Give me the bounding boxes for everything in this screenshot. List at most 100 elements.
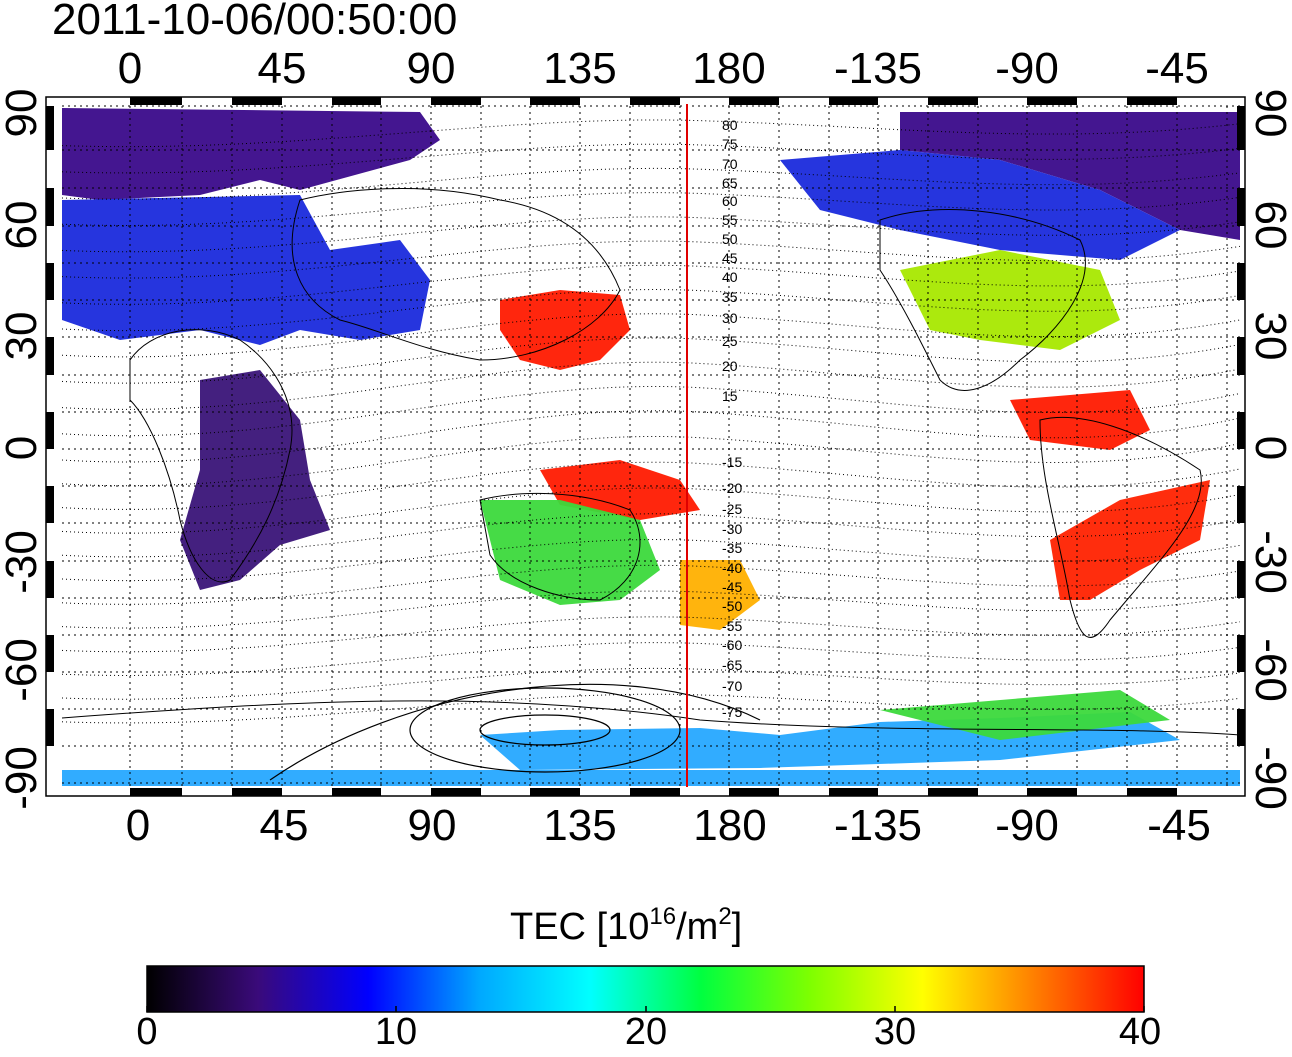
mlat-label: -55: [722, 618, 743, 634]
lat-tick-right: 90: [1246, 88, 1292, 138]
mlat-contour: [62, 590, 1240, 629]
timestamp-title: 2011-10-06/00:50:00: [52, 0, 458, 44]
frame-tick-top: [130, 97, 182, 105]
mlat-pole-contour: [269, 683, 761, 781]
mlat-label: 75: [722, 136, 738, 152]
mlat-contour: [62, 313, 1240, 358]
frame-tick-right: [1237, 188, 1245, 226]
frame-tick-top: [332, 97, 381, 105]
frame-tick-right: [1237, 337, 1245, 375]
frame-tick-top: [1127, 97, 1177, 105]
frame-tick-left: [46, 263, 54, 300]
frame-tick-right: [1237, 561, 1245, 598]
lat-tick-left: 0: [0, 435, 46, 461]
frame-tick-bottom: [232, 788, 282, 796]
frame-tick-bottom: [1027, 788, 1077, 796]
frame-tick-right: [1237, 635, 1245, 672]
lat-tick-left: 60: [0, 200, 46, 250]
frame-tick-top: [530, 97, 580, 105]
lon-tick-bottom: 180: [693, 801, 767, 850]
tec-region-south-america: [1050, 480, 1210, 600]
lon-tick-top: -135: [833, 44, 923, 93]
mlat-contour: [62, 667, 1240, 700]
mlat-label: -30: [722, 521, 743, 537]
tec-region-europe-asia: [62, 195, 430, 345]
mlat-label: -75: [722, 704, 743, 720]
lon-tick-top: 180: [692, 44, 766, 93]
frame-tick-left: [46, 412, 54, 449]
mlat-label: 70: [722, 156, 738, 172]
colorbar: [146, 965, 1145, 1013]
mlat-label: -50: [722, 598, 743, 614]
frame-tick-bottom: [1127, 788, 1177, 796]
tec-region-arctic-east: [900, 112, 1240, 240]
mlat-label: -60: [722, 637, 743, 653]
frame-tick-bottom: [729, 788, 779, 796]
colorbar-title: TEC [1016/m2]: [510, 903, 743, 949]
colorbar-tick-label: 0: [136, 1011, 158, 1053]
lon-tick-top: -45: [1145, 44, 1209, 93]
mlat-label: 60: [722, 193, 738, 209]
lat-tick-right: -60: [1246, 638, 1292, 702]
tec-region-new-zealand: [680, 560, 760, 630]
frame-tick-left: [46, 188, 54, 226]
graticule: [62, 105, 1240, 786]
lon-tick-bottom: 45: [259, 801, 309, 850]
tec-region-canada: [780, 150, 1180, 260]
mlat-contour: [62, 564, 1240, 605]
lat-tick-right: -30: [1246, 530, 1292, 594]
frame-tick-bottom: [332, 788, 381, 796]
lon-tick-top: -90: [995, 44, 1059, 93]
lat-tick-right: 30: [1246, 311, 1292, 361]
frame-tick-top: [431, 97, 481, 105]
frame-tick-top: [1027, 97, 1077, 105]
mlat-label: 80: [722, 117, 738, 133]
mlat-contour: [62, 539, 1240, 582]
frame-tick-right: [1237, 709, 1245, 746]
mlat-label: -20: [722, 480, 743, 496]
frame-tick-left: [46, 709, 54, 746]
frame-tick-left: [46, 635, 54, 672]
mlat-label: 35: [722, 289, 738, 305]
lat-tick-left: 90: [0, 88, 46, 138]
frame-tick-top: [630, 97, 680, 105]
mlat-label: -70: [722, 678, 743, 694]
lon-tick-top: 135: [543, 44, 617, 93]
lat-tick-left: -90: [0, 746, 46, 810]
frame-tick-right: [1237, 263, 1245, 300]
frame-tick-left: [46, 106, 54, 150]
tec-region-africa: [180, 370, 330, 590]
frame-tick-right: [1237, 412, 1245, 449]
tec-data-layer: [62, 108, 1240, 786]
mlat-label: 45: [722, 250, 738, 266]
frame-tick-bottom: [829, 788, 878, 796]
mlat-label: -40: [722, 560, 743, 576]
frame-tick-top: [729, 97, 779, 105]
coastline: [479, 492, 641, 601]
lon-tick-bottom: -90: [995, 801, 1059, 850]
colorbar-tick-label: 20: [624, 1011, 668, 1053]
mlat-label: -65: [722, 657, 743, 673]
coastline: [1039, 417, 1202, 638]
mlat-contour: [62, 264, 1240, 305]
colorbar-tick-marks: [146, 1006, 1145, 1012]
tec-region-antarctic: [62, 770, 1240, 786]
lon-tick-bottom: 135: [543, 801, 617, 850]
frame-tick-top: [928, 97, 978, 105]
frame-ticks: [46, 97, 1245, 796]
coastline: [879, 209, 1086, 391]
lat-tick-left: -30: [0, 530, 46, 594]
mlat-label: 30: [722, 310, 738, 326]
colorbar-tick-label: 30: [873, 1011, 917, 1053]
magnetic-latitude-contours: [62, 119, 1240, 781]
mlat-contour: [62, 240, 1240, 279]
lon-tick-top: 0: [117, 44, 143, 93]
frame-tick-bottom: [130, 788, 182, 796]
mlat-contour: [62, 385, 1240, 437]
coastline: [291, 187, 621, 361]
mlat-label: -15: [722, 454, 743, 470]
lon-tick-bottom: 90: [407, 801, 457, 850]
mlat-pole-contour: [409, 687, 681, 773]
